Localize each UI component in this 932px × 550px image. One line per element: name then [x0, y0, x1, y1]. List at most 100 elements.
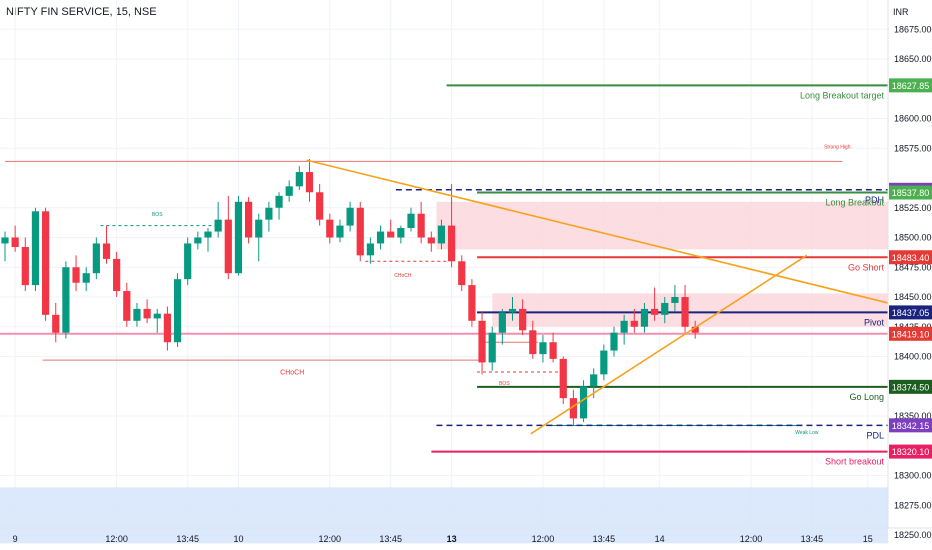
candle[interactable]	[173, 279, 182, 343]
candle[interactable]	[305, 172, 314, 193]
candle[interactable]	[255, 219, 263, 238]
candle[interactable]	[346, 207, 354, 226]
zone-box	[0, 487, 888, 544]
annotation-label: Weak Low	[795, 430, 819, 436]
candle[interactable]	[488, 332, 496, 363]
candle[interactable]	[214, 219, 222, 232]
candle[interactable]	[427, 237, 435, 244]
candle[interactable]	[691, 326, 699, 333]
candle[interactable]	[478, 320, 486, 363]
candle[interactable]	[184, 243, 192, 280]
candle[interactable]	[397, 227, 405, 238]
candle[interactable]	[579, 386, 588, 419]
price-badge	[889, 418, 932, 433]
candle[interactable]	[640, 308, 649, 327]
candle[interactable]	[52, 314, 60, 333]
candle[interactable]	[508, 308, 517, 313]
level-label: Go Short	[848, 262, 885, 272]
candle[interactable]	[234, 201, 243, 274]
x-tick-label: 13:45	[801, 534, 824, 544]
candle[interactable]	[21, 247, 29, 286]
annotation-label: CHoCH	[280, 369, 304, 376]
price-badge-label: 18627.85	[892, 81, 930, 91]
candle[interactable]	[62, 267, 70, 333]
candle[interactable]	[620, 320, 628, 333]
x-tick-label: 13:45	[176, 534, 199, 544]
candle[interactable]	[417, 213, 425, 238]
candle[interactable]	[498, 312, 506, 333]
price-badge	[889, 326, 932, 341]
x-tick-label: 15	[863, 534, 873, 544]
candle[interactable]	[468, 285, 476, 321]
candle[interactable]	[143, 308, 151, 319]
price-badge-label: 18419.10	[892, 329, 930, 339]
candle[interactable]	[11, 237, 19, 248]
trend-line[interactable]	[306, 159, 889, 304]
trend-line[interactable]	[530, 254, 808, 435]
candle[interactable]	[356, 207, 364, 256]
candle[interactable]	[72, 267, 80, 283]
candle[interactable]	[549, 342, 557, 359]
candle[interactable]	[31, 211, 40, 286]
candle[interactable]	[133, 308, 141, 321]
y-tick-label: 18450.00	[894, 292, 932, 302]
candle[interactable]	[275, 195, 283, 208]
candle[interactable]	[295, 172, 303, 187]
x-tick-label: 10	[233, 534, 243, 544]
y-tick-label: 18275.00	[894, 500, 932, 510]
candle[interactable]	[651, 308, 659, 315]
price-badge-label: 18342.15	[892, 421, 930, 431]
price-badge-label: 18483.40	[892, 253, 930, 263]
candle[interactable]	[265, 207, 273, 220]
candle[interactable]	[245, 201, 253, 238]
candle[interactable]	[194, 237, 202, 244]
level-label: Short breakout	[825, 457, 885, 467]
candle[interactable]	[539, 342, 547, 355]
candle[interactable]	[661, 302, 669, 315]
candle[interactable]	[42, 211, 50, 315]
x-tick-label: 9	[13, 534, 18, 544]
candle[interactable]	[600, 350, 608, 375]
candle[interactable]	[366, 243, 374, 256]
candle[interactable]	[387, 231, 395, 238]
candle[interactable]	[671, 297, 679, 303]
candle[interactable]	[163, 313, 171, 343]
candle[interactable]	[569, 398, 577, 419]
candle[interactable]	[448, 225, 456, 262]
y-tick-label: 18500.00	[894, 233, 932, 243]
candle[interactable]	[92, 243, 100, 274]
price-badge	[889, 444, 932, 459]
y-tick-label: 18300.00	[894, 471, 932, 481]
candle[interactable]	[458, 261, 466, 286]
candle[interactable]	[376, 231, 385, 244]
candle[interactable]	[102, 243, 111, 259]
candle[interactable]	[336, 225, 344, 238]
price-badge-label: 18537.80	[892, 188, 930, 198]
x-tick-label: 12:00	[740, 534, 763, 544]
candle[interactable]	[519, 308, 527, 331]
level-label: PDL	[866, 430, 884, 440]
candle[interactable]	[630, 320, 638, 327]
candle[interactable]	[437, 225, 446, 244]
candle[interactable]	[559, 358, 567, 399]
candle[interactable]	[326, 219, 334, 238]
candle[interactable]	[407, 213, 415, 228]
candle[interactable]	[123, 291, 131, 321]
candle[interactable]	[224, 219, 232, 274]
y-tick-label: 18400.00	[894, 352, 932, 362]
candle[interactable]	[529, 330, 537, 355]
price-badge-label: 18437.05	[892, 308, 930, 318]
candle[interactable]	[1, 237, 9, 244]
candle[interactable]	[610, 332, 618, 351]
candle[interactable]	[285, 186, 293, 196]
candle[interactable]	[316, 192, 324, 220]
candle[interactable]	[681, 297, 689, 327]
candle[interactable]	[82, 273, 90, 283]
y-tick-label: 18425.00	[894, 322, 932, 332]
candle[interactable]	[113, 258, 121, 292]
candle[interactable]	[204, 231, 212, 238]
chart-title: NIFTY FIN SERVICE, 15, NSE	[6, 6, 157, 18]
candle[interactable]	[590, 374, 598, 387]
candle[interactable]	[153, 313, 161, 319]
